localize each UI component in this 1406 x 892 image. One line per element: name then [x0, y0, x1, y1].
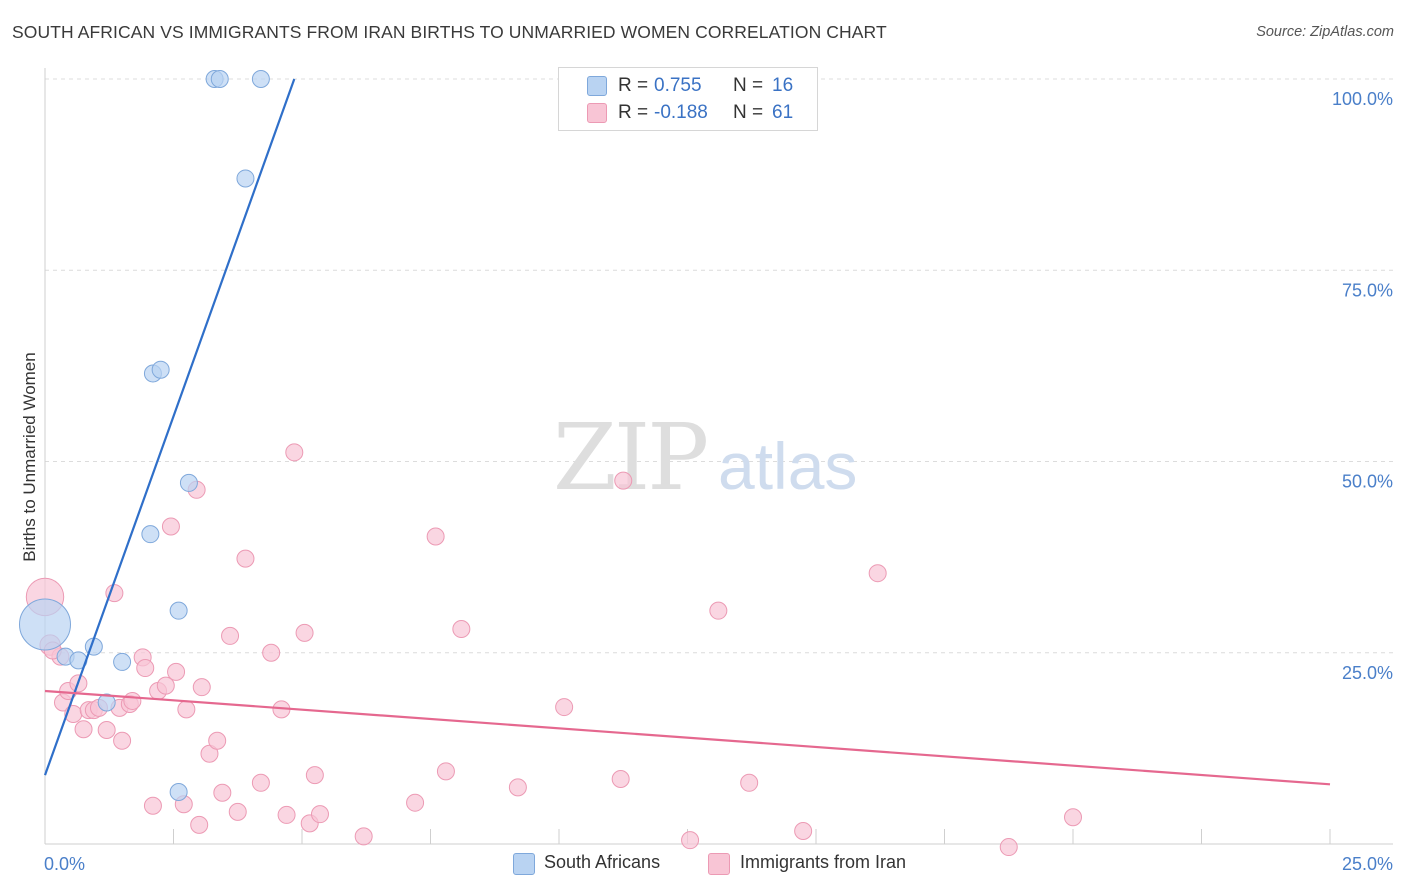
south-african-point [210, 70, 229, 88]
iran-point [614, 471, 633, 490]
iran-point [555, 698, 574, 717]
iran-point [208, 731, 227, 750]
south-african-point [169, 782, 188, 801]
iran-point [406, 793, 425, 812]
south-african-point [236, 169, 255, 188]
iran-point [177, 700, 196, 719]
iran-point [236, 549, 255, 568]
south-african-point [141, 525, 160, 544]
iran-point [123, 691, 142, 710]
watermark-atlas: atlas [718, 429, 857, 503]
y-tick-label: 100.0% [1332, 89, 1393, 109]
watermark-zip: ZIP [553, 404, 706, 511]
legend-n-value: 61 [772, 102, 794, 123]
x-tick-label: 25.0% [1342, 854, 1393, 874]
iran-point [1064, 808, 1082, 827]
iran-point [97, 721, 116, 740]
iran-point [681, 831, 700, 850]
axes [44, 68, 1393, 845]
legend-r-label: R = [618, 75, 649, 96]
legend-n-value: 16 [772, 75, 794, 96]
iran-point [611, 769, 630, 788]
series-legend-south-africans: South Africans [544, 852, 661, 872]
iran-point [508, 778, 527, 797]
y-axis-label: Births to Unmarried Women [20, 352, 39, 561]
iran-point [190, 815, 209, 834]
iran-point [143, 796, 162, 815]
legend-n-label: N = [733, 102, 764, 123]
iran-point [794, 821, 813, 840]
legend-swatch-pink [587, 103, 607, 123]
iran-point [305, 766, 324, 785]
iran-point [452, 620, 471, 639]
iran-point [221, 626, 240, 645]
x-tick-label: 0.0% [44, 854, 85, 874]
iran-point [192, 678, 211, 697]
legend-r-value: -0.188 [654, 102, 708, 123]
iran-point [295, 623, 314, 642]
iran-point [167, 662, 186, 681]
series-legend-swatch-blue [513, 853, 535, 875]
iran-point [740, 773, 759, 792]
series-legend-iran: Immigrants from Iran [740, 852, 907, 872]
iran-point [213, 783, 232, 802]
iran-point [228, 802, 247, 821]
iran-point [113, 731, 132, 750]
iran-point [310, 805, 329, 824]
iran-point [285, 443, 304, 462]
iran-point [709, 601, 728, 620]
south-african-trendline [43, 78, 296, 776]
iran-point [999, 838, 1018, 857]
data-points [19, 70, 1082, 857]
iran-point [277, 805, 296, 824]
south-african-point [169, 601, 188, 620]
series-legend-swatch-pink [708, 853, 730, 875]
iran-point [436, 762, 455, 781]
legend-n-label: N = [733, 75, 764, 96]
iran-point [251, 773, 270, 792]
iran-point [156, 676, 175, 695]
iran-point [136, 659, 155, 678]
series-legend: South Africans Immigrants from Iran [0, 852, 1406, 876]
y-tick-label: 25.0% [1342, 663, 1393, 683]
y-tick-label: 75.0% [1342, 280, 1393, 300]
south-african-point [179, 473, 198, 492]
iran-point [354, 827, 373, 846]
south-african-point [251, 70, 270, 88]
south-african-point [151, 360, 170, 379]
south-african-point [97, 693, 116, 712]
correlation-legend: R = 0.755 N = 16 R = -0.188 N = 61 [558, 67, 818, 131]
iran-point [74, 720, 93, 739]
trend-lines [43, 78, 1331, 786]
iran-point [868, 564, 887, 583]
iran-point [161, 517, 180, 536]
watermark: ZIP atlas [553, 404, 857, 511]
legend-r-label: R = [618, 102, 649, 123]
south-african-point [113, 652, 132, 671]
south-african-point [19, 598, 71, 651]
tick-labels: 25.0% 50.0% 75.0% 100.0% 0.0% 25.0% [44, 89, 1393, 874]
legend-swatch-blue [587, 76, 607, 96]
iran-point [426, 527, 445, 546]
y-tick-label: 50.0% [1342, 472, 1393, 492]
legend-r-value: 0.755 [654, 75, 702, 96]
source-label: Source: ZipAtlas.com [1256, 24, 1394, 40]
iran-point [262, 643, 281, 662]
chart-title: SOUTH AFRICAN VS IMMIGRANTS FROM IRAN BI… [12, 22, 887, 42]
iran-trendline [44, 689, 1331, 786]
